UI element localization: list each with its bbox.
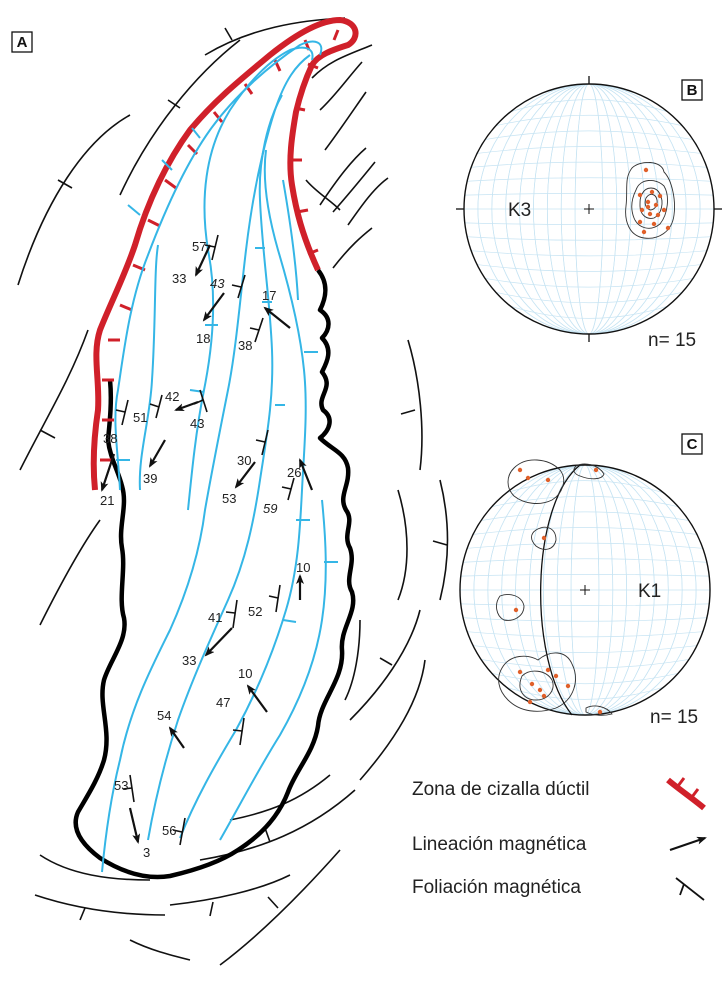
data-point [651, 221, 657, 227]
shear-zone-legend-symbol [666, 777, 706, 811]
data-point [517, 669, 523, 675]
lineation-arrows [100, 244, 314, 844]
panel-a-box [11, 31, 33, 53]
foliation-symbol-icon [675, 877, 705, 901]
data-point [545, 667, 551, 673]
data-point [541, 693, 547, 699]
map-label: 42 [165, 389, 179, 404]
data-point [553, 673, 559, 679]
map-label: 54 [157, 708, 171, 723]
map-label: 41 [208, 610, 222, 625]
data-point [529, 681, 535, 687]
panel-b-box [681, 79, 703, 101]
data-point [645, 204, 651, 210]
stereonet-b: B K3 n= 15 [456, 76, 722, 351]
legend: Zona de cizalla dúctil Lineación magnéti… [412, 777, 707, 901]
map-label: 53 [222, 491, 236, 506]
map-label: 59 [263, 501, 277, 516]
data-point [657, 193, 663, 199]
map-label: 57 [192, 239, 206, 254]
legend-foliation-label: Foliación magnética [412, 877, 581, 898]
data-point [649, 189, 655, 195]
legend-lineation-label: Lineación magnética [412, 834, 587, 855]
panel-b-label: B [687, 82, 698, 99]
map-label: 43 [190, 416, 204, 431]
lineation-arrow-icon [669, 836, 707, 852]
map-label: 38 [238, 338, 252, 353]
data-point [643, 167, 649, 173]
map-label: 30 [237, 453, 251, 468]
map-label: 18 [196, 331, 210, 346]
data-point [661, 207, 667, 213]
stereonet-b-n-label: n= 15 [648, 330, 696, 351]
regional-foliation-traces [17, 17, 449, 966]
map-label: 10 [238, 666, 252, 681]
data-point [653, 202, 659, 208]
map-label: 39 [143, 471, 157, 486]
map-label: 26 [287, 465, 301, 480]
map-label: 52 [248, 604, 262, 619]
data-point [565, 683, 571, 689]
map-label: 53 [114, 778, 128, 793]
map-label: 38 [103, 431, 117, 446]
data-point [641, 229, 647, 235]
shear-zone-trace [90, 17, 359, 491]
map-label: 43 [210, 276, 225, 291]
stereonet-c: C K1 n= 15 [459, 433, 711, 728]
stereonet-c-axis-label: K1 [638, 581, 661, 602]
map-label: 21 [100, 493, 114, 508]
data-point [637, 219, 643, 225]
map-label: 33 [182, 653, 196, 668]
data-point [593, 467, 599, 473]
k3-density-contours [625, 162, 675, 239]
map-label: 3 [143, 845, 150, 860]
data-point [517, 467, 523, 473]
data-point [639, 207, 645, 213]
map-data-labels: 57 33 43 18 17 38 42 43 51 38 39 21 30 5… [100, 239, 310, 860]
foliation-symbols [115, 234, 295, 846]
data-point [647, 211, 653, 217]
panel-c-box [681, 433, 703, 455]
k1-density-contours [496, 459, 613, 716]
primitive-circle [459, 464, 711, 716]
stereonet-c-n-label: n= 15 [650, 707, 698, 728]
map-label: 17 [262, 288, 276, 303]
map-panel: A [11, 17, 449, 966]
map-label: 47 [216, 695, 230, 710]
panel-a-label: A [17, 34, 28, 51]
k3-data-points [637, 167, 671, 235]
stereonet-b-axis-label: K3 [508, 200, 531, 221]
map-label: 33 [172, 271, 186, 286]
data-point [597, 709, 603, 715]
data-point [541, 535, 547, 541]
data-point [513, 607, 519, 613]
data-point [665, 225, 671, 231]
data-point [545, 477, 551, 483]
data-point [655, 212, 661, 218]
legend-shear-zone-label: Zona de cizalla dúctil [412, 779, 589, 800]
data-point [637, 192, 643, 198]
data-point [537, 687, 543, 693]
map-label: 10 [296, 560, 310, 575]
k1-data-points [513, 467, 603, 715]
map-label: 51 [133, 410, 147, 425]
data-point [525, 475, 531, 481]
map-label: 56 [162, 823, 176, 838]
intrusion-contact [73, 268, 356, 880]
internal-foliation-traces [101, 40, 338, 873]
data-point [645, 199, 651, 205]
panel-c-label: C [687, 436, 698, 453]
data-point [527, 699, 533, 705]
